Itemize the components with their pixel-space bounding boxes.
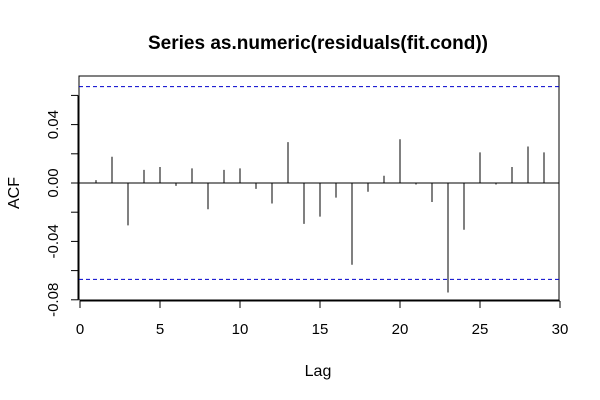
y-tick-label: 0.04 — [45, 110, 62, 139]
x-tick-label: 25 — [472, 321, 489, 338]
x-axis: 0 5 10 15 20 25 30 — [76, 300, 569, 338]
y-tick-label: -0.04 — [45, 224, 62, 258]
x-tick-label: 30 — [552, 321, 569, 338]
y-axis-label: ACF — [6, 177, 23, 209]
x-tick-label: 15 — [312, 321, 329, 338]
x-tick-label: 5 — [156, 321, 164, 338]
x-tick-label: 10 — [232, 321, 249, 338]
x-tick-label: 20 — [392, 321, 409, 338]
y-tick-label: -0.08 — [45, 283, 62, 317]
x-tick-label: 0 — [76, 321, 84, 338]
y-axis: -0.08 -0.04 0.00 0.04 — [45, 94, 79, 317]
chart-title: Series as.numeric(residuals(fit.cond)) — [148, 33, 488, 54]
x-axis-label: Lag — [305, 363, 332, 380]
y-tick-label: 0.00 — [45, 168, 62, 197]
acf-marks — [79, 86, 559, 293]
plot-frame — [78, 75, 560, 301]
